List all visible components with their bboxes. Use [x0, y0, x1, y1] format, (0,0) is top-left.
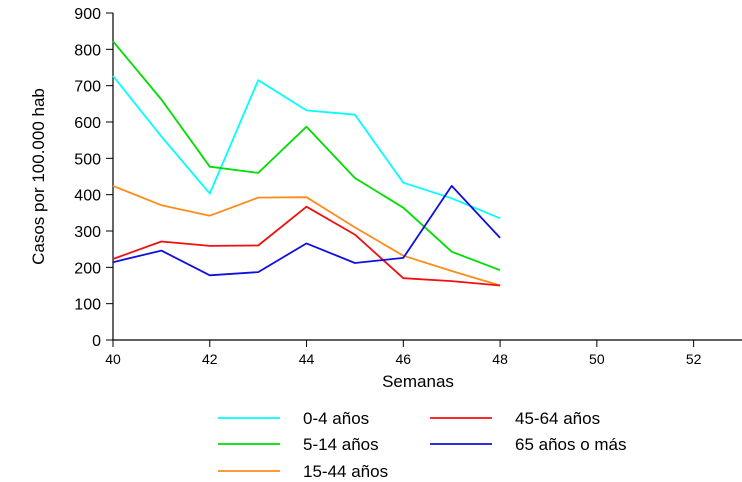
x-tick-label: 48 [492, 351, 508, 367]
x-tick-label: 42 [202, 351, 218, 367]
x-axis-ticks: 40 42 44 46 48 50 52 [105, 340, 702, 367]
y-tick-label: 800 [74, 42, 101, 59]
y-axis-label: Casos por 100.000 hab [29, 88, 48, 265]
legend-label: 65 años o más [515, 435, 627, 454]
x-axis-label: Semanas [382, 372, 454, 391]
y-tick-label: 0 [92, 333, 101, 350]
legend: 0-4 años 5-14 años 15-44 años 45-64 años 65 … [218, 409, 627, 481]
y-tick-label: 200 [74, 260, 101, 277]
y-tick-label: 500 [74, 151, 101, 168]
x-tick-label: 50 [589, 351, 605, 367]
y-tick-label: 600 [74, 115, 101, 132]
x-tick-label: 46 [396, 351, 412, 367]
series-line [112, 184, 501, 277]
y-tick-label: 400 [74, 188, 101, 205]
y-tick-label: 900 [74, 6, 101, 23]
series-line [112, 75, 501, 220]
series-line [112, 185, 501, 287]
plot-area: 0 100 200 300 400 500 600 700 800 900 40 42 44 46 48 5… [74, 6, 742, 367]
y-tick-label: 100 [74, 297, 101, 314]
x-tick-label: 52 [686, 351, 702, 367]
legend-label: 0-4 años [303, 409, 369, 428]
y-tick-label: 700 [74, 79, 101, 96]
series-lines [112, 40, 501, 287]
x-tick-label: 40 [105, 351, 121, 367]
legend-label: 45-64 años [515, 409, 600, 428]
series-line [112, 205, 501, 287]
legend-label: 15-44 años [303, 462, 388, 481]
series-line [112, 40, 501, 272]
x-tick-label: 44 [299, 351, 315, 367]
y-axis-ticks: 0 100 200 300 400 500 600 700 800 900 [74, 6, 113, 350]
y-tick-label: 300 [74, 224, 101, 241]
legend-label: 5-14 años [303, 435, 379, 454]
